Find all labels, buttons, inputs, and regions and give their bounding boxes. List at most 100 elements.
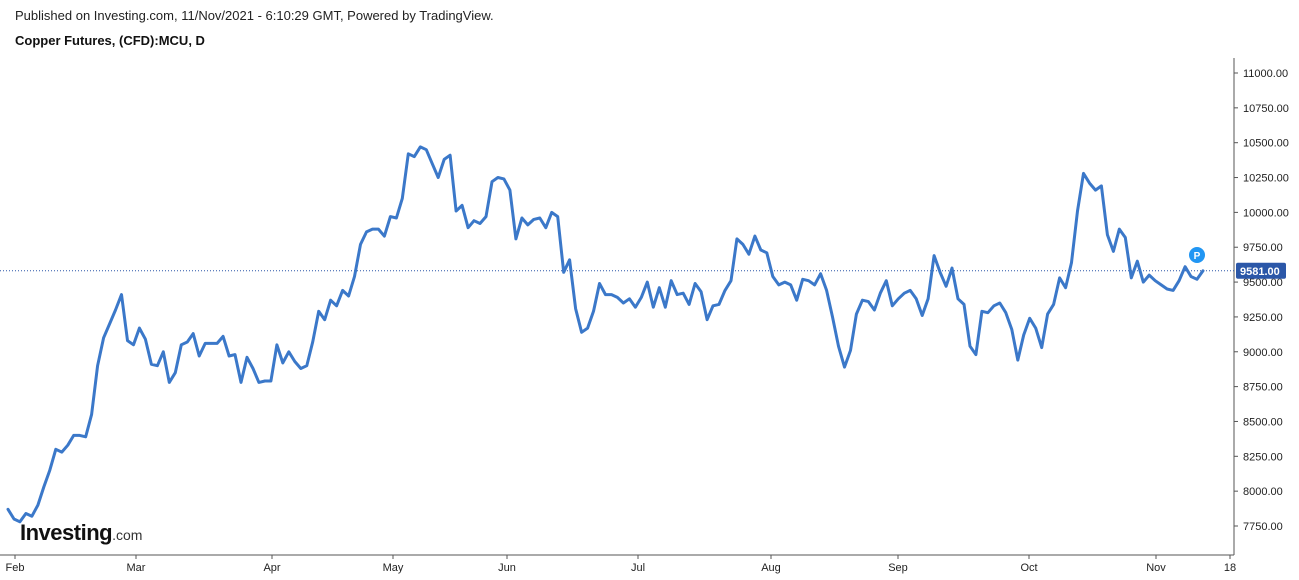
data-point <box>1052 303 1055 306</box>
data-point <box>210 342 213 345</box>
data-point <box>371 228 374 231</box>
data-point <box>216 342 219 345</box>
data-point <box>30 515 33 518</box>
data-point <box>652 306 655 309</box>
data-point <box>538 217 541 220</box>
data-point <box>353 275 356 278</box>
data-point <box>640 296 643 299</box>
pivot-marker-label: P <box>1194 251 1201 262</box>
data-point <box>1154 279 1157 282</box>
data-point <box>413 155 416 158</box>
data-point <box>963 303 966 306</box>
data-point <box>730 279 733 282</box>
data-point <box>903 292 906 295</box>
data-point <box>933 254 936 257</box>
data-point <box>281 361 284 364</box>
x-tick-label: Aug <box>761 562 781 574</box>
data-point <box>467 226 470 229</box>
data-point <box>520 217 523 220</box>
data-point <box>688 303 691 306</box>
data-point <box>240 381 243 384</box>
data-point <box>431 162 434 165</box>
data-point <box>180 343 183 346</box>
data-point <box>90 413 93 416</box>
data-point <box>897 297 900 300</box>
data-point <box>174 371 177 374</box>
x-tick-label: 18 <box>1224 562 1236 574</box>
data-point <box>287 350 290 353</box>
data-point <box>311 341 314 344</box>
last-price-badge <box>1236 262 1286 279</box>
x-tick-label: Apr <box>263 562 280 574</box>
data-point <box>885 279 888 282</box>
data-point <box>831 315 834 318</box>
y-tick-label: 10750.00 <box>1243 103 1289 115</box>
data-point <box>592 310 595 313</box>
data-point <box>992 304 995 307</box>
y-tick-label: 8750.00 <box>1243 382 1283 394</box>
x-tick-label: Oct <box>1020 562 1037 574</box>
data-point <box>574 307 577 310</box>
data-point <box>532 218 535 221</box>
data-point <box>42 486 45 489</box>
data-point <box>1040 346 1043 349</box>
y-tick-label: 8250.00 <box>1243 451 1283 463</box>
y-tick-label: 8500.00 <box>1243 416 1283 428</box>
data-point <box>377 228 380 231</box>
data-point <box>449 154 452 157</box>
data-point <box>550 211 553 214</box>
data-point <box>144 338 147 341</box>
data-point <box>556 215 559 218</box>
pivot-marker-icon[interactable] <box>1189 247 1205 263</box>
data-point <box>1058 276 1061 279</box>
data-point <box>825 289 828 292</box>
data-point <box>1100 184 1103 187</box>
data-point <box>1064 286 1067 289</box>
data-point <box>496 176 499 179</box>
y-tick-label: 10500.00 <box>1243 138 1289 150</box>
data-point <box>1046 313 1049 316</box>
data-point <box>514 237 517 240</box>
logo-main: Investing <box>20 520 113 545</box>
data-point <box>150 363 153 366</box>
x-tick-label: Jul <box>631 562 645 574</box>
data-point <box>186 341 189 344</box>
y-tick-label: 10000.00 <box>1243 207 1289 219</box>
data-point <box>526 223 529 226</box>
data-point <box>598 282 601 285</box>
y-tick-label: 11000.00 <box>1243 68 1288 80</box>
data-point <box>1034 327 1037 330</box>
data-point <box>628 297 631 300</box>
data-point <box>491 180 494 183</box>
data-point <box>544 226 547 229</box>
data-point <box>580 331 583 334</box>
data-point <box>479 222 482 225</box>
data-point <box>1148 274 1151 277</box>
data-point <box>1106 233 1109 236</box>
y-tick-label: 10250.00 <box>1243 173 1289 185</box>
data-point <box>586 327 589 330</box>
data-point <box>747 253 750 256</box>
data-point <box>1076 210 1079 213</box>
data-point <box>234 353 237 356</box>
data-point <box>861 299 864 302</box>
data-point <box>132 343 135 346</box>
last-price-label: 9581.00 <box>1240 266 1280 278</box>
data-point <box>347 295 350 298</box>
data-point <box>443 158 446 161</box>
data-point <box>162 350 165 353</box>
data-point <box>921 314 924 317</box>
data-point <box>789 283 792 286</box>
series-line <box>6 145 1205 524</box>
data-point <box>1088 182 1091 185</box>
data-point <box>957 297 960 300</box>
data-point <box>712 304 715 307</box>
data-point <box>365 230 368 233</box>
data-point <box>694 282 697 285</box>
data-point <box>670 279 673 282</box>
data-point <box>485 215 488 218</box>
data-point <box>676 293 679 296</box>
data-point <box>1130 276 1133 279</box>
data-point <box>1166 288 1169 291</box>
